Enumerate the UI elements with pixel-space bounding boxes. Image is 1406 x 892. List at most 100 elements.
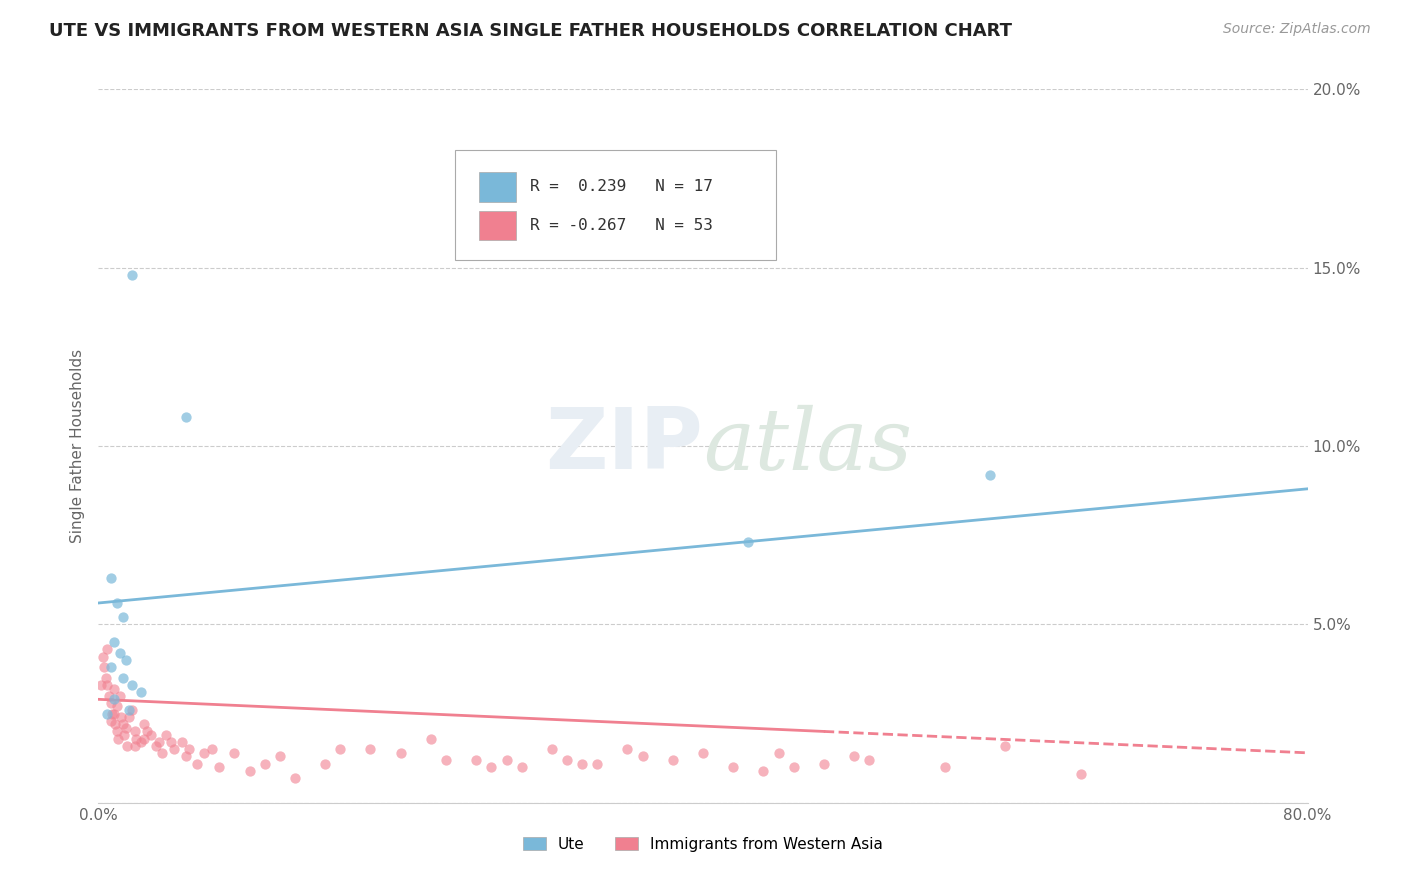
Point [96,706,118,721]
Point [93,660,115,674]
Point [481,760,503,774]
Point [108,646,131,660]
Point [858,753,880,767]
Text: ZIP: ZIP [546,404,703,488]
Point [124,739,146,753]
Point [193,746,215,760]
Point [163,742,186,756]
Point [94,671,117,685]
Point [360,742,382,756]
Point [111,717,134,731]
Point [555,753,578,767]
Text: R = -0.267   N = 53: R = -0.267 N = 53 [530,218,713,233]
Point [91,649,114,664]
Point [186,756,208,771]
Point [571,756,593,771]
Point [132,717,155,731]
Point [160,735,183,749]
Point [224,746,246,760]
Point [692,746,714,760]
Point [269,749,291,764]
FancyBboxPatch shape [456,150,776,260]
Point [101,706,124,721]
Text: UTE VS IMMIGRANTS FROM WESTERN ASIA SINGLE FATHER HOUSEHOLDS CORRELATION CHART: UTE VS IMMIGRANTS FROM WESTERN ASIA SING… [49,22,1012,40]
Point [329,742,352,756]
Point [661,753,683,767]
Point [752,764,775,778]
Point [510,760,533,774]
Text: atlas: atlas [703,405,912,487]
Point [465,753,488,767]
Point [179,742,201,756]
Point [108,689,131,703]
Point [994,739,1017,753]
Point [239,764,262,778]
Point [105,699,128,714]
Bar [479,211,516,241]
Point [104,717,127,731]
Point [118,710,141,724]
Y-axis label: Single Father Households: Single Father Households [70,349,86,543]
Point [768,746,790,760]
Point [145,739,167,753]
Point [170,735,193,749]
Point [737,535,759,549]
Point [150,746,173,760]
Point [103,635,125,649]
Point [105,724,128,739]
Point [208,760,231,774]
Point [112,728,135,742]
Point [96,678,118,692]
Point [979,467,1001,482]
Point [155,728,177,742]
Point [105,596,128,610]
Point [495,753,517,767]
Point [114,653,136,667]
Point [434,753,457,767]
Point [124,724,146,739]
Point [783,760,806,774]
Point [934,760,956,774]
Point [201,742,224,756]
Point [253,756,276,771]
Text: Source: ZipAtlas.com: Source: ZipAtlas.com [1223,22,1371,37]
Point [103,706,125,721]
Point [141,728,163,742]
Point [100,660,122,674]
Point [586,756,609,771]
Point [174,749,197,764]
Point [420,731,443,746]
Point [631,749,654,764]
Point [90,678,112,692]
Text: R =  0.239   N = 17: R = 0.239 N = 17 [530,179,713,194]
Point [114,721,136,735]
Point [135,724,157,739]
Point [111,610,134,624]
Point [314,756,336,771]
Point [118,703,141,717]
Point [174,410,197,425]
Point [540,742,562,756]
Point [129,685,152,699]
Point [107,731,129,746]
Point [111,671,134,685]
Point [98,689,121,703]
Point [129,735,152,749]
Point [284,771,307,785]
Point [616,742,638,756]
Legend: Ute, Immigrants from Western Asia: Ute, Immigrants from Western Asia [515,829,891,859]
Point [121,268,143,282]
Point [115,739,138,753]
Point [100,714,122,728]
Point [103,692,125,706]
Point [1070,767,1092,781]
Point [96,642,118,657]
Point [125,731,148,746]
Point [121,678,143,692]
Point [100,571,122,585]
Point [110,710,132,724]
Point [148,735,170,749]
Point [844,749,866,764]
Point [389,746,412,760]
Point [132,731,155,746]
